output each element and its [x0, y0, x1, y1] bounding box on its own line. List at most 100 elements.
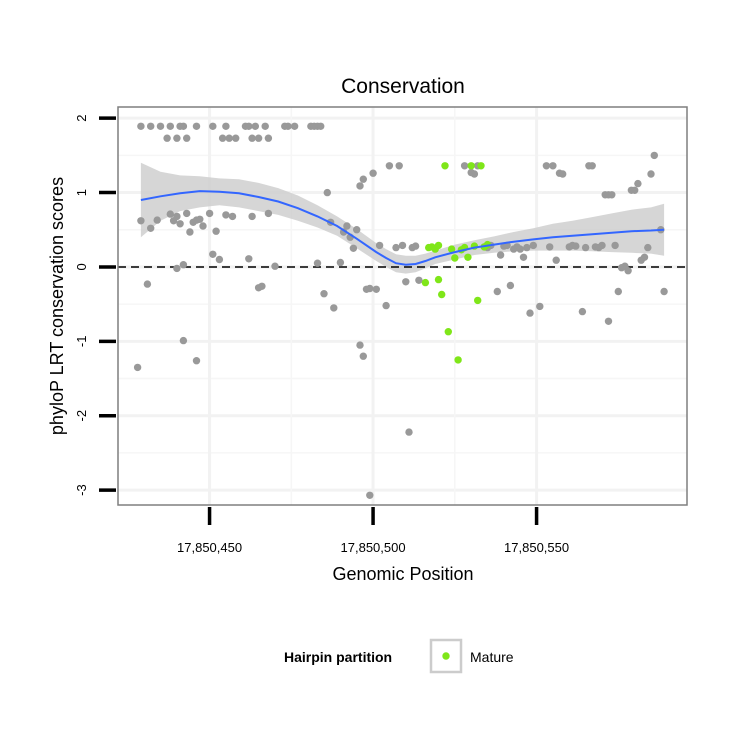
data-point-other	[192, 357, 201, 365]
data-point-other	[330, 304, 338, 312]
data-point-other	[196, 215, 204, 223]
data-point-other	[258, 282, 266, 290]
data-point-other	[284, 122, 292, 130]
data-point-other	[173, 134, 181, 142]
data-point-other	[608, 191, 616, 199]
data-point-other	[343, 222, 351, 230]
data-point-other	[205, 209, 214, 218]
data-point-other	[611, 241, 619, 250]
data-point-other	[183, 209, 191, 218]
data-point-other	[411, 242, 420, 250]
data-point-other	[137, 217, 145, 225]
legend: Hairpin partition Mature	[284, 638, 514, 674]
data-point-other	[382, 301, 390, 310]
data-point-other	[359, 352, 367, 360]
data-point-other	[631, 186, 639, 194]
data-point-other	[366, 491, 374, 499]
data-point-other	[460, 162, 469, 170]
data-point-other	[614, 287, 622, 296]
data-point-other	[215, 255, 224, 264]
data-point-other	[153, 216, 161, 224]
data-point-other	[356, 182, 364, 190]
data-point-other	[183, 134, 191, 142]
legend-mature-swatch-icon	[442, 652, 450, 660]
data-point-other	[634, 179, 642, 188]
data-point-other	[218, 134, 227, 142]
data-point-other	[581, 243, 590, 252]
data-point-mature	[434, 275, 443, 284]
data-point-mature	[477, 162, 485, 170]
data-point-other	[578, 307, 587, 316]
data-point-other	[405, 428, 413, 436]
data-point-other	[163, 134, 171, 142]
data-point-other	[245, 122, 253, 130]
data-point-mature	[467, 162, 475, 170]
data-point-other	[366, 284, 374, 293]
x-tick-label: 17,850,550	[504, 540, 569, 555]
data-point-other	[212, 227, 220, 235]
data-point-other	[336, 258, 345, 267]
data-point-other	[359, 175, 367, 183]
data-point-other	[349, 244, 358, 252]
data-point-other	[251, 122, 259, 130]
data-point-other	[588, 162, 596, 170]
data-point-mature	[438, 290, 446, 299]
data-point-other	[506, 281, 515, 290]
data-point-other	[372, 285, 380, 293]
data-point-other	[320, 290, 328, 298]
data-point-other	[166, 122, 174, 130]
data-point-other	[647, 170, 655, 178]
legend-title: Hairpin partition	[284, 649, 392, 665]
data-point-other	[542, 162, 551, 170]
data-point-other	[598, 241, 606, 250]
data-point-other	[173, 264, 181, 273]
data-point-other	[209, 122, 217, 130]
x-tick-label: 17,850,500	[341, 540, 406, 555]
data-point-other	[245, 255, 253, 263]
chart-title: Conservation	[341, 75, 465, 98]
data-point-other	[179, 122, 188, 130]
data-point-other	[186, 228, 194, 236]
plot-panel	[118, 107, 687, 505]
data-point-other	[248, 212, 256, 221]
data-point-other	[402, 278, 410, 286]
data-point-other	[143, 280, 152, 288]
data-point-other	[228, 212, 237, 221]
y-tick-label: 1	[74, 189, 89, 196]
data-point-other	[232, 134, 240, 142]
data-point-mature	[434, 241, 443, 250]
grid-lines	[118, 107, 687, 505]
data-point-other	[536, 302, 544, 311]
data-point-mature	[464, 253, 472, 261]
data-point-other	[179, 261, 188, 269]
data-point-other	[392, 243, 400, 252]
x-axis-title: Genomic Position	[332, 564, 473, 584]
data-point-other	[133, 363, 142, 372]
loess-fit-line	[140, 190, 665, 266]
data-point-other	[559, 170, 567, 178]
data-point-other	[254, 134, 263, 142]
data-point-other	[529, 241, 537, 250]
data-points	[133, 122, 668, 499]
data-point-mature	[451, 254, 459, 262]
y-axis-title: phyloP LRT conservation scores	[47, 177, 67, 435]
data-point-other	[199, 222, 207, 230]
data-point-other	[222, 211, 230, 219]
data-point-other	[147, 224, 155, 232]
data-point-mature	[444, 328, 452, 336]
data-point-other	[624, 267, 632, 275]
data-point-other	[225, 134, 233, 142]
legend-label-mature: Mature	[470, 649, 514, 665]
data-point-other	[650, 151, 658, 160]
data-point-other	[660, 287, 668, 296]
data-point-other	[353, 226, 361, 234]
data-point-other	[496, 251, 505, 259]
data-point-other	[290, 122, 299, 130]
data-point-other	[523, 243, 531, 252]
data-point-other	[552, 256, 560, 264]
y-axis: -3 -2 -1 0 1 2	[74, 115, 116, 496]
data-point-other	[516, 245, 524, 253]
data-point-other	[546, 243, 554, 251]
y-tick-label: 0	[74, 263, 89, 270]
data-point-other	[572, 242, 580, 250]
